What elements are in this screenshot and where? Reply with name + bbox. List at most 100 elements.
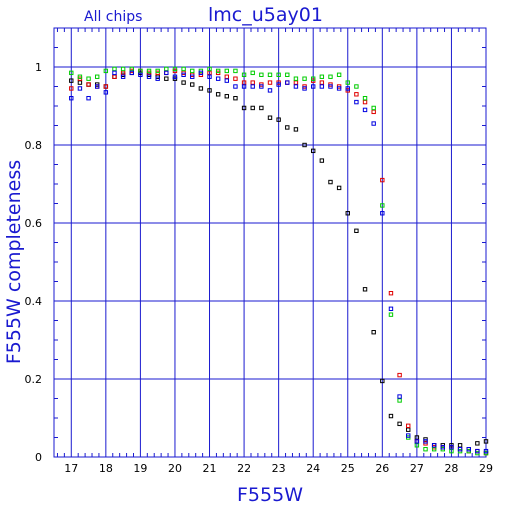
data-point	[69, 86, 74, 91]
data-points	[69, 66, 489, 456]
x-tick-label: 24	[306, 462, 320, 475]
data-point	[293, 84, 299, 89]
data-point	[276, 117, 281, 122]
chart-title: lmc_u5ay01	[208, 4, 323, 26]
data-point	[241, 84, 247, 89]
data-point	[233, 96, 238, 101]
data-point	[267, 72, 273, 77]
data-point	[345, 80, 350, 85]
data-point	[103, 68, 109, 74]
data-point	[371, 105, 376, 111]
data-point	[207, 88, 212, 93]
x-tick-label: 29	[479, 462, 493, 475]
data-point	[354, 92, 359, 97]
data-point	[250, 105, 255, 111]
data-point	[371, 121, 376, 126]
data-point	[190, 74, 195, 79]
x-tick-label: 18	[99, 462, 113, 475]
data-point	[362, 99, 368, 105]
data-point	[77, 74, 83, 79]
data-point	[328, 179, 333, 185]
data-point	[190, 82, 195, 87]
data-point	[293, 80, 299, 85]
data-point	[146, 74, 152, 79]
data-point	[354, 84, 359, 89]
y-axis-label: F555W completeness	[3, 160, 25, 364]
data-point	[164, 76, 169, 81]
data-point	[181, 72, 186, 77]
data-point	[336, 72, 342, 77]
x-tick-label: 20	[168, 462, 182, 475]
data-point	[285, 80, 290, 85]
data-point	[233, 84, 238, 89]
data-point	[86, 82, 91, 87]
data-point	[457, 443, 463, 448]
data-point	[397, 398, 402, 403]
data-point	[233, 68, 238, 74]
x-tick-label: 25	[341, 462, 355, 475]
data-point	[388, 413, 394, 419]
data-point	[164, 70, 169, 76]
x-tick-label: 17	[64, 462, 78, 475]
data-point	[380, 203, 385, 208]
data-point	[112, 74, 117, 79]
data-point	[380, 378, 385, 384]
data-point	[129, 70, 134, 76]
data-point	[311, 148, 316, 154]
x-axis-label: F555W	[237, 484, 303, 506]
data-point	[215, 68, 221, 74]
data-point	[250, 80, 255, 85]
data-point	[449, 448, 454, 454]
data-point	[302, 86, 307, 91]
data-point	[267, 88, 273, 93]
data-series	[69, 70, 489, 454]
x-tick-labels: 17 18 19 20 21 22 23 24 25 26 27 28 29	[64, 462, 493, 475]
data-point	[397, 421, 402, 427]
data-point	[319, 74, 325, 79]
data-point	[319, 84, 325, 89]
data-point	[406, 433, 411, 438]
data-point	[164, 70, 169, 76]
data-point	[207, 74, 212, 79]
data-point	[371, 109, 376, 115]
data-point	[267, 80, 273, 85]
data-point	[181, 80, 186, 85]
x-tick-label: 19	[133, 462, 147, 475]
data-point	[86, 82, 91, 87]
data-point	[155, 68, 160, 74]
data-point	[95, 74, 100, 79]
data-point	[190, 68, 195, 74]
y-tick-label: 0.4	[25, 295, 43, 308]
data-point	[336, 185, 342, 191]
y-tick-label: 0.6	[25, 217, 43, 230]
data-point	[354, 99, 359, 105]
data-point	[95, 84, 100, 89]
data-point	[241, 105, 247, 111]
data-point	[112, 70, 117, 76]
data-point	[103, 90, 109, 95]
data-point	[259, 84, 264, 89]
data-point	[138, 72, 143, 77]
x-tick-label: 27	[410, 462, 424, 475]
data-point	[224, 78, 230, 83]
chart-subtitle: All chips	[84, 9, 142, 25]
y-tick-label: 0.8	[25, 139, 43, 152]
data-point	[388, 291, 394, 296]
data-point	[414, 439, 420, 444]
data-point	[362, 107, 368, 113]
data-point	[181, 66, 186, 72]
data-point	[483, 439, 489, 444]
y-tick-label: 0	[35, 451, 42, 464]
data-point	[250, 70, 255, 76]
data-point	[172, 66, 178, 72]
data-point	[388, 306, 394, 312]
data-point	[406, 427, 411, 432]
data-point	[267, 115, 273, 120]
data-point	[198, 86, 204, 91]
data-point	[172, 74, 178, 79]
data-point	[380, 177, 385, 183]
x-tick-label: 26	[375, 462, 389, 475]
data-point	[380, 211, 385, 216]
data-point	[207, 66, 212, 72]
data-point	[224, 94, 230, 99]
